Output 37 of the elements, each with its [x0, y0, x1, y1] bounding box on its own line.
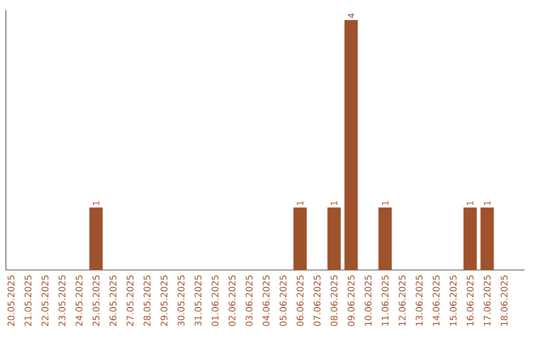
data-label: 1 — [484, 201, 490, 205]
x-tick-label: 03.06.2025 — [246, 276, 252, 326]
x-tick-label: 12.06.2025 — [398, 276, 406, 326]
x-tick-label: 21.05.2025 — [24, 276, 32, 326]
x-tick-label: 18.06.2025 — [500, 276, 508, 326]
x-tick-label: 15.06.2025 — [450, 276, 457, 326]
x-tick-label: 27.05.2025 — [126, 276, 134, 326]
x-tick-label: 08.06.2025 — [330, 276, 338, 326]
x-tick-label: 10.06.2025 — [364, 276, 372, 326]
x-tick-label: 07.06.2025 — [314, 276, 321, 326]
x-tick-label: 14.06.2025 — [432, 276, 440, 326]
x-tick-label: 09.06.2025 — [348, 276, 355, 326]
x-tick-label: 22.05.2025 — [42, 276, 48, 326]
data-label: 1 — [296, 201, 304, 205]
x-tick-label: 13.06.2025 — [416, 276, 423, 326]
x-tick-label: 31.05.2025 — [194, 276, 202, 326]
x-tick-label: 26.05.2025 — [110, 276, 116, 326]
data-label: 1 — [92, 201, 100, 205]
data-label: 1 — [466, 201, 474, 205]
x-tick-label: 24.05.2025 — [76, 276, 82, 326]
x-tick-label: 17.06.2025 — [484, 276, 491, 326]
x-tick-label: 11.06.2025 — [382, 276, 389, 326]
x-tick-label: 23.05.2025 — [58, 276, 66, 326]
x-tick-label: 01.06.2025 — [212, 276, 218, 326]
x-tick-label: 06.06.2025 — [296, 276, 304, 326]
x-tick-label: 29.05.2025 — [160, 276, 168, 326]
x-tick-label: 20.05.2025 — [8, 276, 14, 326]
x-tick-label: 16.06.2025 — [466, 276, 474, 326]
data-label: 1 — [330, 201, 338, 205]
x-tick-label: 02.06.2025 — [228, 276, 236, 326]
x-tick-label: 28.05.2025 — [144, 276, 150, 326]
x-tick-label: 30.05.2025 — [178, 276, 184, 326]
x-tick-label: 05.06.2025 — [280, 276, 287, 326]
data-label: 1 — [382, 201, 388, 205]
data-label: 4 — [348, 13, 354, 18]
x-tick-label: 04.06.2025 — [262, 276, 270, 326]
x-tick-label: 25.05.2025 — [92, 276, 100, 326]
